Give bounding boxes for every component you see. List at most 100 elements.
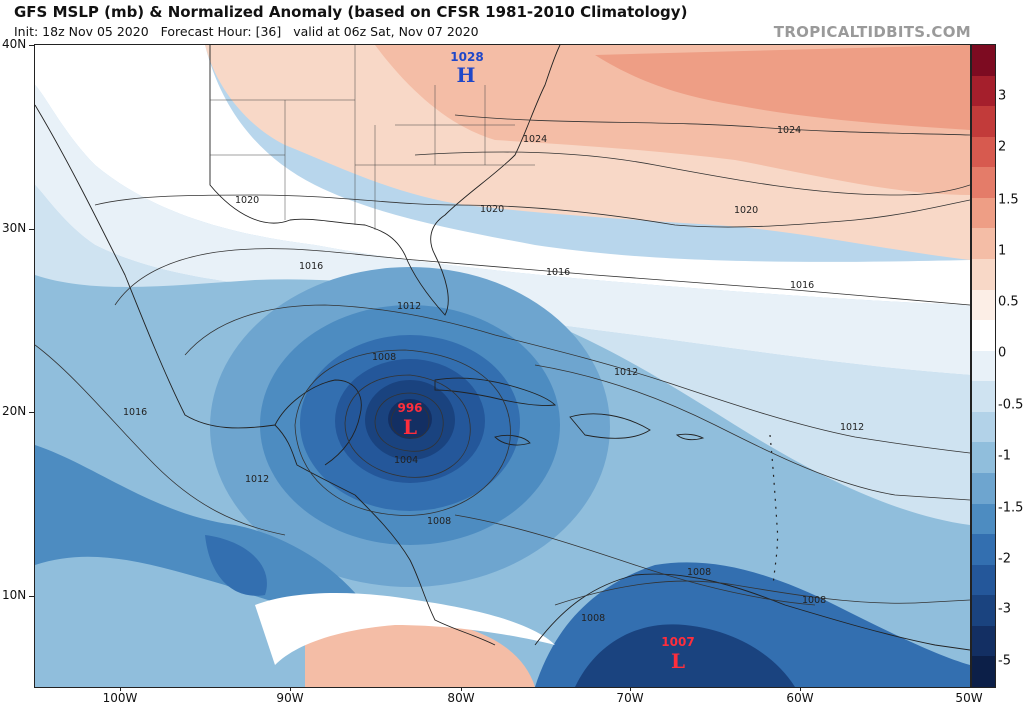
isobar-1000-ring: [374, 392, 444, 452]
neutral-band: [35, 45, 970, 305]
colorbar-segment: [972, 259, 995, 291]
central-america: [354, 494, 496, 646]
lon-label-60w: 60W: [786, 691, 814, 705]
lat-label-40n: 40N: [2, 37, 27, 51]
low-pressure-south-letter: L: [671, 649, 685, 673]
gulf-coast: [35, 104, 356, 496]
map-panel: 1024 1024 1020 1020 1020 1016 1016 1016 …: [34, 44, 971, 688]
colorbar-segment: [972, 442, 995, 474]
colorbar-segment: [972, 656, 995, 687]
colorbar-segment: [972, 289, 995, 321]
north-america-land: [209, 45, 561, 316]
lon-tick: [120, 686, 121, 691]
low-pressure-letter: L: [403, 415, 417, 439]
colorbar: [971, 44, 996, 688]
colorbar-segment: [972, 197, 995, 229]
isobar-label: 1016: [546, 267, 570, 278]
isobar-label: 1020: [235, 195, 259, 206]
isobar-1008-ring: [294, 349, 511, 516]
isobar-label: 1012: [614, 367, 638, 378]
colorbar-segment: [972, 228, 995, 260]
colorbar-label: 2: [998, 139, 1007, 155]
lon-label-90w: 90W: [276, 691, 304, 705]
init-time: Init: 18z Nov 05 2020: [14, 24, 149, 39]
valid-time: valid at 06z Sat, Nov 07 2020: [293, 24, 479, 39]
jamaica: [494, 434, 531, 446]
isobar-label: 1020: [734, 205, 758, 216]
low-anomaly-core: [388, 399, 432, 439]
colorbar-segment: [972, 411, 995, 443]
isobar-1024-north: [454, 114, 970, 136]
colorbar-segment: [972, 503, 995, 535]
isobar-label: 1020: [480, 204, 504, 215]
high-pressure-letter: H: [457, 63, 476, 87]
pacific-negative-anomaly: [35, 445, 365, 612]
isobar-label: 1008: [372, 352, 396, 363]
isobar-label: 1016: [790, 280, 814, 291]
colorbar-label: -0.5: [998, 397, 1024, 413]
colorbar-label: -3: [998, 601, 1011, 617]
hispaniola: [569, 413, 651, 439]
cuba: [434, 377, 556, 406]
south-america-negative-anomaly-deep: [575, 624, 795, 687]
isobar-label: 1012: [840, 422, 864, 433]
colorbar-segment: [972, 595, 995, 627]
isobar-1016-a: [114, 248, 970, 306]
isobar-label: 1008: [802, 595, 826, 606]
colorbar-label: 1: [998, 243, 1007, 259]
brand-watermark: TROPICALTIDBITS.COM: [773, 23, 971, 41]
isobar-1004-ring: [344, 374, 471, 478]
forecast-hour: Forecast Hour: [36]: [160, 24, 282, 39]
puerto-rico: [675, 433, 705, 441]
colorbar-label: -1: [998, 448, 1011, 464]
lesser-antilles: [769, 434, 779, 586]
lon-tick: [800, 686, 801, 691]
lat-tick: [29, 45, 34, 46]
lon-label-80w: 80W: [447, 691, 475, 705]
isobar-1008-east: [454, 514, 816, 606]
yucatan: [274, 379, 362, 466]
subtitle: Init: 18z Nov 05 2020 Forecast Hour: [36…: [14, 24, 487, 39]
low-pressure-value: 996: [397, 401, 422, 415]
anomaly-map: 1024 1024 1020 1020 1020 1016 1016 1016 …: [35, 45, 970, 687]
lat-tick: [29, 229, 34, 230]
lat-label-30n: 30N: [2, 221, 27, 235]
colorbar-label: -2: [998, 551, 1011, 567]
colorbar-segment: [972, 350, 995, 382]
weak-negative-band: [35, 85, 970, 375]
isobar-996-ring: [390, 402, 430, 439]
colorbar-segment: [972, 473, 995, 505]
colorbar-segment: [972, 167, 995, 199]
isobar-label: 1008: [581, 613, 605, 624]
lon-label-50w: 50W: [955, 691, 983, 705]
isobar-label: 1008: [687, 567, 711, 578]
isobar-label: 1024: [523, 134, 547, 145]
colorbar-segment: [972, 381, 995, 413]
isobar-label: 1008: [427, 516, 451, 527]
colorbar-segment: [972, 106, 995, 138]
colorbar-label: -1.5: [998, 500, 1024, 516]
isobar-1012-east: [534, 364, 970, 501]
isobar-label: 1012: [245, 474, 269, 485]
lon-tick: [630, 686, 631, 691]
positive-anomaly-inner: [595, 45, 970, 130]
colorbar-segment: [972, 75, 995, 107]
colorbar-segment: [972, 534, 995, 566]
isobars: [35, 114, 970, 606]
isobar-1020-a: [94, 194, 970, 228]
colorbar-label: 0: [998, 345, 1007, 361]
lat-tick: [29, 412, 34, 413]
lat-label-10n: 10N: [2, 588, 27, 602]
isobar-label: 1024: [777, 125, 801, 136]
isobar-label: 1004: [394, 455, 418, 466]
lat-label-20n: 20N: [2, 404, 27, 418]
isobar-label: 1012: [397, 301, 421, 312]
low-pressure-south-value: 1007: [661, 635, 694, 649]
title: GFS MSLP (mb) & Normalized Anomaly (base…: [14, 3, 688, 21]
lon-tick: [461, 686, 462, 691]
lat-tick: [29, 596, 34, 597]
colorbar-segment: [972, 320, 995, 352]
isobar-label: 1016: [299, 261, 323, 272]
colorbar-segment: [972, 45, 995, 77]
lon-tick: [290, 686, 291, 691]
